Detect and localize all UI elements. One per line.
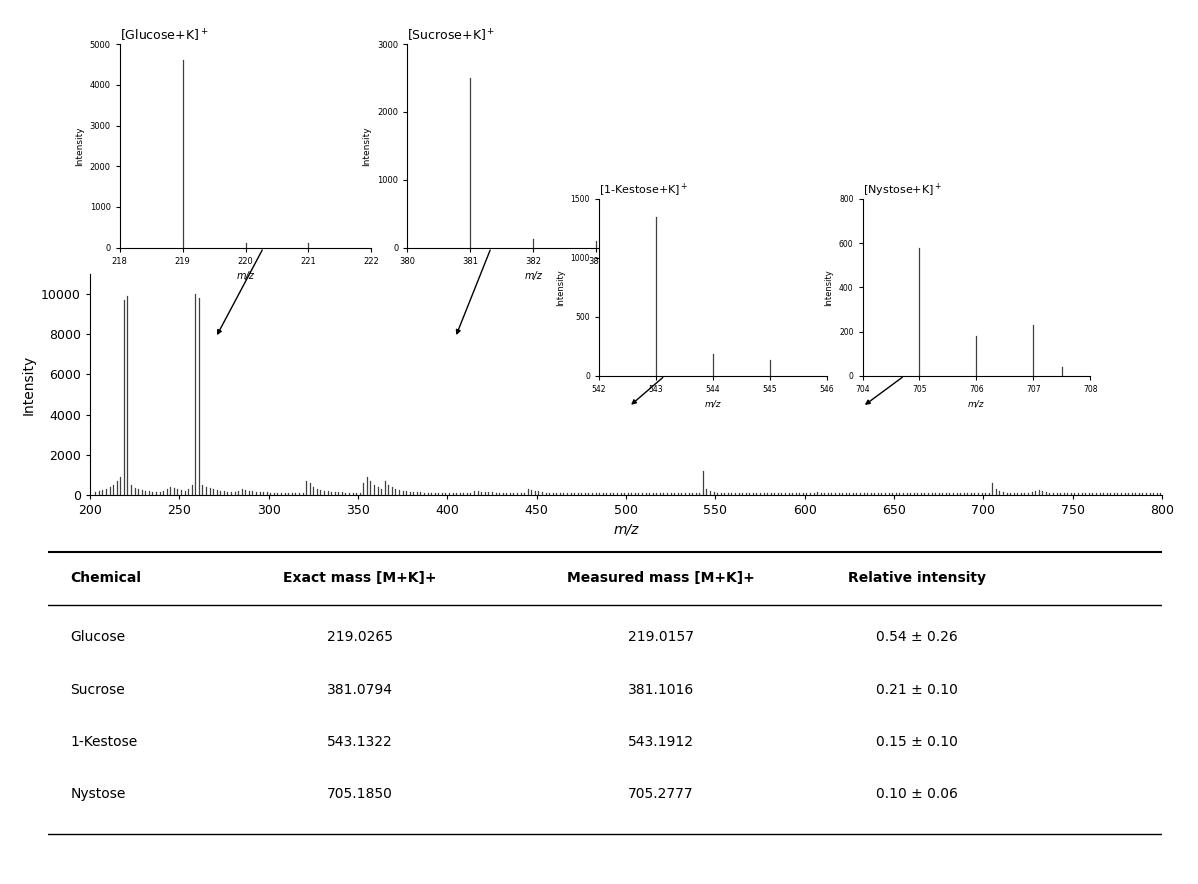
Text: 219.0265: 219.0265 [327, 630, 393, 644]
Text: 0.15 ± 0.10: 0.15 ± 0.10 [876, 735, 958, 749]
X-axis label: m/z: m/z [704, 400, 721, 408]
Text: [Glucose+K]$^+$: [Glucose+K]$^+$ [120, 28, 208, 44]
Text: 381.0794: 381.0794 [327, 682, 393, 697]
Y-axis label: Intensity: Intensity [22, 354, 36, 415]
Text: 1-Kestose: 1-Kestose [71, 735, 138, 749]
Text: 543.1912: 543.1912 [628, 735, 694, 749]
Text: Relative intensity: Relative intensity [848, 571, 986, 585]
X-axis label: m/z: m/z [237, 271, 254, 281]
Text: Nystose: Nystose [71, 788, 126, 802]
Text: 705.2777: 705.2777 [628, 788, 694, 802]
Y-axis label: Intensity: Intensity [75, 126, 84, 165]
Text: 543.1322: 543.1322 [327, 735, 393, 749]
X-axis label: m/z: m/z [613, 522, 639, 537]
Text: 705.1850: 705.1850 [327, 788, 393, 802]
Text: [Nystose+K]$^+$: [Nystose+K]$^+$ [863, 181, 942, 199]
Text: Chemical: Chemical [71, 571, 141, 585]
Y-axis label: Intensity: Intensity [824, 269, 834, 306]
Text: [Sucrose+K]$^+$: [Sucrose+K]$^+$ [407, 28, 496, 44]
Text: Glucose: Glucose [71, 630, 126, 644]
Text: Exact mass [M+K]+: Exact mass [M+K]+ [283, 571, 436, 585]
Text: Sucrose: Sucrose [71, 682, 125, 697]
Text: 0.10 ± 0.06: 0.10 ± 0.06 [876, 788, 958, 802]
Y-axis label: Intensity: Intensity [556, 269, 565, 306]
Text: 0.54 ± 0.26: 0.54 ± 0.26 [876, 630, 958, 644]
Text: 381.1016: 381.1016 [628, 682, 694, 697]
X-axis label: m/z: m/z [968, 400, 985, 408]
Text: 219.0157: 219.0157 [628, 630, 694, 644]
Text: 0.21 ± 0.10: 0.21 ± 0.10 [876, 682, 958, 697]
Text: [1-Kestose+K]$^+$: [1-Kestose+K]$^+$ [599, 182, 689, 199]
Y-axis label: Intensity: Intensity [363, 126, 371, 165]
Text: Measured mass [M+K]+: Measured mass [M+K]+ [567, 571, 755, 585]
X-axis label: m/z: m/z [525, 271, 541, 281]
